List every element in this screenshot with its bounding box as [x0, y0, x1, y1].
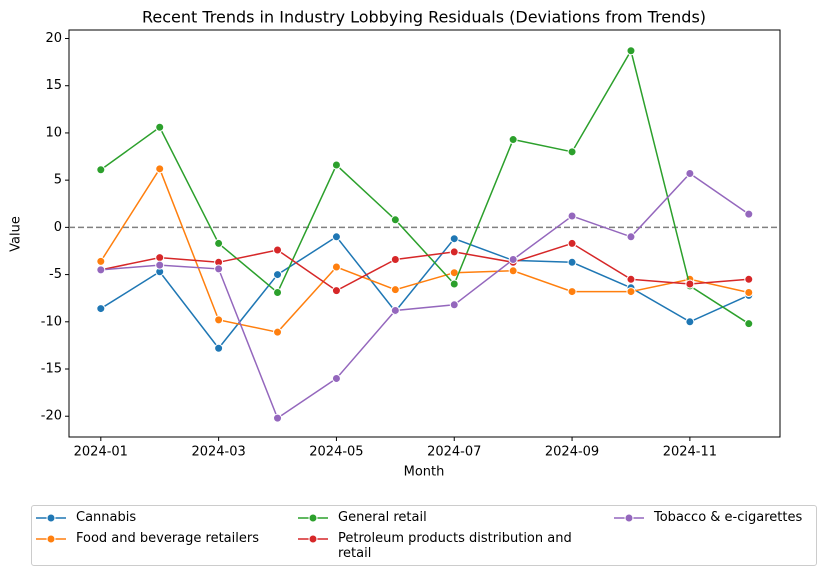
y-axis-label: Value [9, 216, 24, 252]
data-point [155, 164, 165, 174]
y-tick-label: 5 [54, 173, 62, 188]
series-line [100, 242, 749, 292]
data-point [331, 160, 341, 170]
data-point [331, 373, 341, 383]
data-point [567, 257, 577, 267]
legend-marker [36, 513, 66, 523]
legend-dot [624, 513, 634, 523]
data-point [96, 165, 106, 175]
series-line [100, 167, 749, 334]
data-point [508, 254, 518, 264]
data-point [155, 260, 165, 270]
legend-marker [614, 513, 644, 523]
data-point [390, 254, 400, 264]
data-point [449, 300, 459, 310]
data-point [214, 264, 224, 274]
x-tick-label: 2024-03 [191, 445, 245, 460]
data-point [449, 234, 459, 244]
data-point [567, 238, 577, 248]
data-point [273, 413, 283, 423]
series-line [100, 172, 750, 420]
data-point [155, 122, 165, 132]
data-point [685, 279, 695, 289]
y-tick-label: -20 [41, 409, 62, 424]
legend-label: General retail [338, 510, 427, 525]
legend-entry: General retail [298, 510, 427, 525]
data-point [214, 238, 224, 248]
data-point [331, 232, 341, 242]
legend-entry: Cannabis [36, 510, 136, 525]
legend-dot [46, 513, 56, 523]
x-axis-label: Month [404, 465, 445, 480]
data-point [273, 288, 283, 298]
legend-label: Petroleum products distribution and reta… [338, 531, 572, 561]
legend-marker [298, 513, 328, 523]
data-point [96, 265, 106, 275]
data-point [331, 262, 341, 272]
data-point [685, 317, 695, 327]
data-point [626, 232, 636, 242]
chart-title: Recent Trends in Industry Lobbying Resid… [142, 8, 706, 27]
data-point [626, 287, 636, 297]
data-point [214, 315, 224, 325]
data-point [508, 266, 518, 276]
data-point [744, 274, 754, 284]
x-tick-label: 2024-11 [663, 445, 717, 460]
data-point [449, 247, 459, 257]
chart: Recent Trends in Industry Lobbying Resid… [9, 8, 781, 480]
data-point [273, 245, 283, 255]
x-tick-label: 2024-09 [545, 445, 599, 460]
legend-dot [308, 513, 318, 523]
data-point [331, 286, 341, 296]
data-point [626, 274, 636, 284]
series-line [100, 48, 750, 325]
y-tick-label: -15 [41, 362, 62, 377]
legend-dot [46, 534, 56, 544]
legend: Cannabis Food and beverage retailers Gener… [31, 505, 817, 566]
legend-marker [298, 534, 328, 544]
y-tick-label: -5 [49, 267, 62, 282]
series-line [100, 235, 750, 350]
data-point [744, 319, 754, 329]
data-point [214, 343, 224, 353]
legend-entry: Food and beverage retailers [36, 531, 259, 546]
data-point [685, 169, 695, 179]
x-tick-label: 2024-01 [74, 445, 128, 460]
data-point [155, 253, 165, 263]
data-point [273, 327, 283, 337]
y-tick-label: 10 [45, 125, 62, 140]
y-tick-label: 20 [45, 31, 62, 46]
y-tick-label: 15 [45, 78, 62, 93]
legend-marker [36, 534, 66, 544]
data-point [390, 305, 400, 315]
x-tick-label: 2024-05 [309, 445, 363, 460]
data-point [508, 135, 518, 145]
legend-dot [308, 534, 318, 544]
data-point [390, 215, 400, 225]
data-point [567, 287, 577, 297]
plot-frame [68, 29, 781, 438]
y-tick-label: 0 [54, 220, 62, 235]
data-point [273, 270, 283, 280]
data-point [96, 304, 106, 314]
data-point [449, 279, 459, 289]
legend-entry: Petroleum products distribution and reta… [298, 531, 600, 561]
data-point [744, 209, 754, 219]
legend-label: Cannabis [76, 510, 137, 525]
data-point [96, 256, 106, 266]
y-tick-label: -10 [41, 314, 62, 329]
data-point [567, 147, 577, 157]
legend-label: Food and beverage retailers [76, 531, 259, 546]
data-point [626, 46, 636, 56]
data-point [390, 285, 400, 295]
data-point [744, 288, 754, 298]
legend-label: Tobacco & e-cigarettes [654, 510, 803, 525]
data-point [567, 211, 577, 221]
legend-entry: Tobacco & e-cigarettes [614, 510, 802, 525]
x-tick-label: 2024-07 [427, 445, 481, 460]
